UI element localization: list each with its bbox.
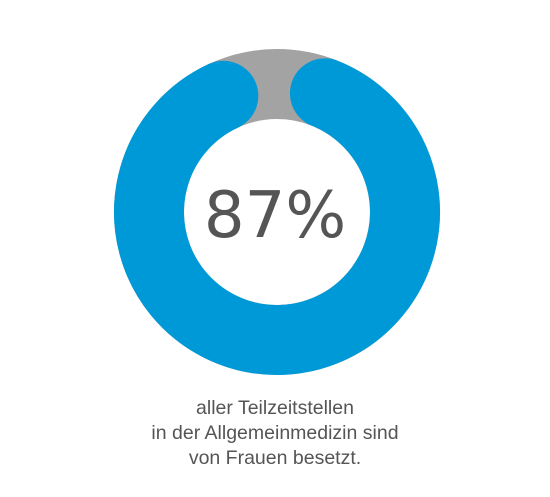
- caption-line-3: von Frauen besetzt.: [188, 447, 362, 469]
- donut-slice-primary: [114, 58, 440, 375]
- donut-chart: 87%: [114, 49, 440, 375]
- caption-line-2: in der Allgemeinmedizin sind: [151, 422, 399, 444]
- chart-caption: aller Teilzeitstellen in der Allgemeinme…: [0, 396, 550, 471]
- center-percentage-label: 87%: [204, 179, 346, 253]
- caption-line-1: aller Teilzeitstellen: [196, 397, 354, 419]
- donut-slices: [114, 58, 440, 375]
